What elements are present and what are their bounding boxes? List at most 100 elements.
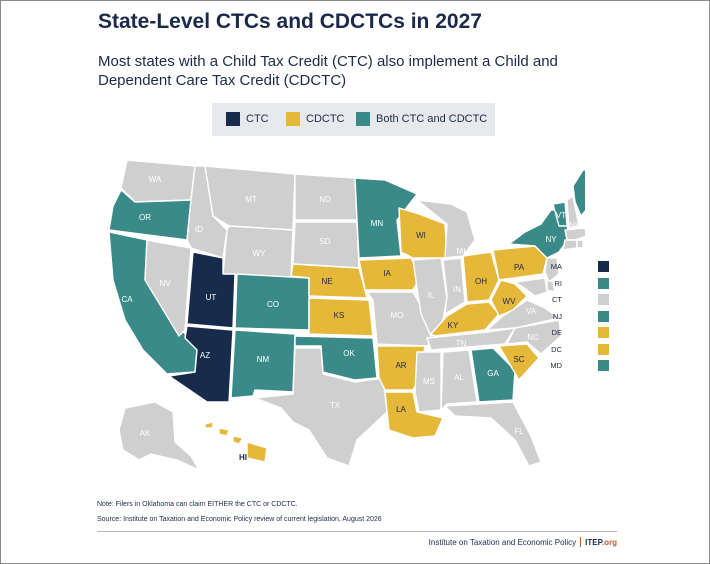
state-FL	[444, 401, 542, 467]
page-title: State-Level CTCs and CDCTCs in 2027	[98, 10, 482, 33]
small-state-label: RI	[554, 279, 563, 288]
footer-org-name: Institute on Taxation and Economic Polic…	[428, 538, 577, 547]
state-KY	[430, 301, 500, 337]
state-NH	[566, 195, 580, 229]
small-state-label: DC	[551, 345, 562, 354]
state-label-TX: TX	[330, 401, 341, 410]
legend-swatch-ctc	[226, 112, 240, 126]
state-label-MN: MN	[371, 219, 384, 228]
state-MD	[514, 277, 548, 297]
state-CT	[562, 239, 578, 251]
footer-credit: Institute on Taxation and Economic Polic…	[429, 537, 617, 547]
state-label-MS: MS	[423, 377, 435, 386]
us-map: WA OR CA NV ID MT WY UT AZ CO NM ND SD N…	[108, 159, 585, 471]
state-label-VT: VT	[556, 211, 566, 220]
state-label-OK: OK	[343, 349, 355, 358]
state-label-IL: IL	[428, 291, 435, 300]
state-PA	[492, 245, 548, 281]
state-label-IA: IA	[383, 269, 391, 278]
state-AK	[118, 401, 200, 471]
legend-swatch-cdctc	[286, 112, 300, 126]
small-state-swatch	[598, 344, 609, 355]
state-label-KY: KY	[448, 321, 459, 330]
state-NE	[290, 263, 368, 299]
state-label-NH: NH	[569, 221, 581, 230]
state-AL	[440, 349, 478, 411]
state-NJ	[544, 257, 560, 283]
small-state-swatch	[598, 327, 609, 338]
state-label-WI: WI	[416, 231, 426, 240]
state-label-AZ: AZ	[200, 351, 210, 360]
small-state-swatch	[598, 360, 609, 371]
state-label-NC: NC	[527, 333, 539, 342]
state-label-NV: NV	[159, 279, 171, 288]
state-label-UT: UT	[206, 293, 217, 302]
small-state-label: MA	[550, 262, 562, 271]
state-label-HI: HI	[239, 453, 247, 462]
state-label-AR: AR	[395, 361, 406, 370]
state-OH	[462, 251, 500, 303]
state-label-NE: NE	[321, 277, 332, 286]
footnote: Note: Filers in Oklahoma can claim EITHE…	[97, 501, 298, 508]
state-KS	[308, 297, 374, 337]
small-state-label: CT	[552, 295, 562, 304]
state-label-MO: MO	[391, 311, 404, 320]
state-VT	[552, 201, 568, 227]
small-state-swatch	[598, 261, 609, 272]
small-state-swatch	[598, 311, 609, 322]
state-label-WV: WV	[503, 297, 517, 306]
state-label-KS: KS	[334, 311, 345, 320]
page-subtitle: Most states with a Child Tax Credit (CTC…	[98, 53, 558, 89]
small-state-swatch	[598, 294, 609, 305]
legend-label-both: Both CTC and CDCTC	[376, 113, 488, 125]
legend-label-cdctc: CDCTC	[306, 113, 345, 125]
state-label-ID: ID	[195, 225, 203, 234]
state-TN	[426, 327, 516, 351]
state-label-LA: LA	[396, 405, 406, 414]
state-RI	[576, 239, 584, 249]
state-label-IN: IN	[453, 285, 461, 294]
source-note: Source: Institute on Taxation and Econom…	[97, 516, 382, 523]
state-label-CA: CA	[121, 295, 133, 304]
state-SC	[498, 343, 540, 381]
small-state-label: DE	[551, 328, 562, 337]
state-label-FL: FL	[514, 427, 524, 436]
state-IN	[442, 257, 466, 315]
legend-swatch-both	[356, 112, 370, 126]
state-AR	[376, 345, 426, 391]
state-UT	[186, 251, 236, 329]
state-label-NM: NM	[257, 355, 270, 364]
small-state-swatch	[598, 278, 609, 289]
state-label-MI: MI	[457, 247, 466, 256]
state-label-TN: TN	[456, 339, 467, 348]
state-label-PA: PA	[514, 263, 525, 272]
state-label-OR: OR	[139, 213, 151, 222]
legend-label-ctc: CTC	[246, 113, 269, 125]
state-MA	[564, 227, 585, 241]
footer-brand: ITEP	[585, 538, 602, 547]
state-label-CO: CO	[267, 300, 279, 309]
state-label-WY: WY	[253, 249, 267, 258]
footer-brand-suffix: .org	[601, 538, 617, 547]
state-label-OH: OH	[475, 277, 487, 286]
state-label-AL: AL	[454, 373, 464, 382]
state-label-GA: GA	[487, 369, 499, 378]
state-MI	[416, 199, 476, 259]
state-TX	[254, 347, 388, 467]
state-OK	[294, 335, 378, 381]
small-state-label: MD	[550, 361, 562, 370]
state-AZ	[168, 325, 234, 403]
state-DE	[546, 279, 556, 293]
state-label-VA: VA	[526, 307, 537, 316]
footer-divider	[97, 531, 617, 532]
legend: CTC CDCTC Both CTC and CDCTC	[212, 103, 495, 136]
state-label-ND: ND	[319, 195, 331, 204]
state-LA	[384, 391, 444, 439]
state-label-MT: MT	[245, 195, 257, 204]
state-NM	[230, 329, 296, 399]
state-MN	[354, 177, 418, 259]
footer-separator	[580, 537, 582, 547]
state-label-WA: WA	[149, 175, 162, 184]
state-label-NY: NY	[545, 235, 557, 244]
state-VA	[486, 299, 560, 331]
